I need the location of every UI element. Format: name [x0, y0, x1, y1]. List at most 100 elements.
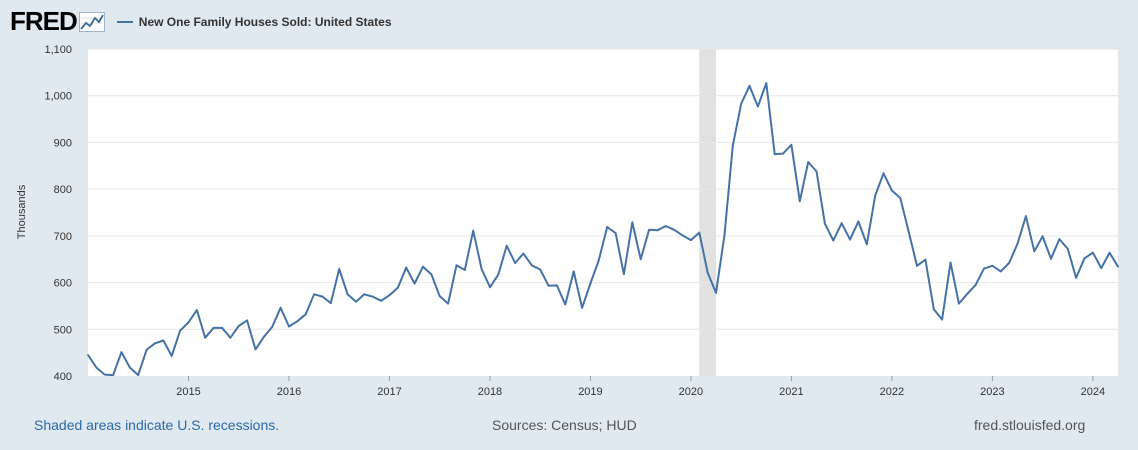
fred-logo[interactable]: FRED: [10, 6, 78, 36]
data-point: [145, 348, 148, 351]
data-point: [874, 194, 877, 197]
data-point: [706, 271, 709, 274]
data-point: [103, 373, 106, 376]
data-point: [757, 105, 759, 108]
data-point: [480, 268, 483, 270]
data-point: [639, 258, 642, 261]
data-point: [430, 273, 433, 276]
plot-background: [88, 49, 1118, 376]
data-point: [455, 264, 458, 267]
x-tick-label: 2016: [277, 386, 301, 398]
data-point: [514, 262, 516, 264]
data-point: [849, 238, 851, 241]
data-point: [606, 226, 609, 228]
data-point: [489, 286, 491, 289]
data-point: [170, 355, 173, 357]
data-point: [572, 270, 575, 273]
data-point: [279, 306, 282, 309]
fred-site-link[interactable]: fred.stlouisfed.org: [974, 417, 1086, 433]
data-point: [263, 335, 265, 338]
data-point: [338, 268, 341, 270]
data-point: [522, 252, 525, 255]
fred-logo-graph-icon: [78, 12, 105, 32]
data-point: [463, 269, 466, 271]
y-tick-label: 900: [54, 137, 72, 149]
chart-header: FRED New One Family Houses Sold: United …: [10, 8, 392, 34]
data-point: [623, 273, 625, 276]
data-point: [179, 329, 182, 332]
data-point: [1117, 265, 1119, 268]
data-point: [991, 264, 994, 267]
data-point: [187, 321, 190, 324]
data-point: [422, 265, 424, 268]
data-point: [1050, 257, 1052, 260]
data-point: [363, 293, 366, 296]
data-point: [212, 327, 215, 329]
data-point: [87, 354, 89, 356]
y-tick-label: 1,100: [44, 44, 72, 56]
data-point: [698, 231, 701, 234]
x-tick-label: 2019: [578, 386, 602, 398]
data-point: [932, 308, 935, 311]
series-line[interactable]: [87, 82, 1119, 377]
data-point: [1041, 235, 1044, 238]
data-point: [505, 244, 508, 247]
data-point: [882, 172, 885, 175]
data-point: [1066, 248, 1069, 250]
x-tick-label: 2023: [980, 386, 1004, 398]
data-point: [1025, 215, 1027, 218]
data-point: [221, 327, 223, 329]
data-point: [648, 228, 650, 231]
data-point: [271, 326, 274, 328]
y-tick-label: 800: [54, 184, 72, 196]
x-axis: 2015 2016 2017 2018 2019 2020 2021 2022 2023 2024: [176, 376, 1105, 398]
data-point: [916, 264, 918, 267]
data-point: [924, 258, 927, 261]
x-tick-label: 2017: [377, 386, 401, 398]
data-point: [1108, 251, 1111, 254]
recession-note-link[interactable]: Shaded areas indicate U.S. recessions.: [34, 417, 280, 433]
data-point: [1083, 257, 1086, 260]
data-point: [355, 300, 357, 303]
data-point: [681, 234, 684, 237]
data-point: [229, 336, 232, 339]
data-point: [405, 266, 408, 269]
data-point: [673, 228, 676, 231]
legend-series-label[interactable]: New One Family Houses Sold: United State…: [138, 15, 392, 29]
data-point: [941, 318, 943, 321]
data-point: [614, 232, 617, 235]
data-point: [840, 222, 843, 225]
data-point: [413, 282, 416, 285]
data-point: [530, 264, 533, 267]
data-point: [329, 302, 332, 304]
data-point: [664, 225, 667, 227]
data-point: [656, 229, 659, 232]
data-point: [798, 200, 801, 203]
y-axis: 400 500 600 700 800 900 1,000 1,100: [44, 44, 72, 383]
y-axis-title: Thousands: [16, 184, 28, 239]
data-point: [765, 82, 768, 84]
data-point: [790, 143, 793, 146]
y-tick-label: 1,000: [44, 91, 72, 103]
legend: New One Family Houses Sold: United State…: [116, 15, 392, 29]
data-point: [296, 320, 299, 323]
y-tick-label: 500: [54, 324, 72, 336]
data-point: [204, 336, 207, 339]
data-point: [196, 309, 198, 311]
data-point: [773, 153, 776, 156]
data-point: [1016, 242, 1019, 245]
data-point: [547, 284, 550, 287]
data-point: [899, 197, 902, 199]
data-point: [95, 366, 98, 369]
data-point: [396, 286, 399, 289]
data-point: [304, 313, 307, 316]
data-point: [748, 85, 751, 87]
x-tick-label: 2015: [176, 386, 200, 398]
x-tick-label: 2021: [779, 386, 803, 398]
data-point: [949, 261, 952, 264]
data-point: [1033, 250, 1036, 253]
data-point: [631, 221, 634, 224]
x-tick-label: 2020: [679, 386, 703, 398]
data-point: [137, 374, 140, 376]
